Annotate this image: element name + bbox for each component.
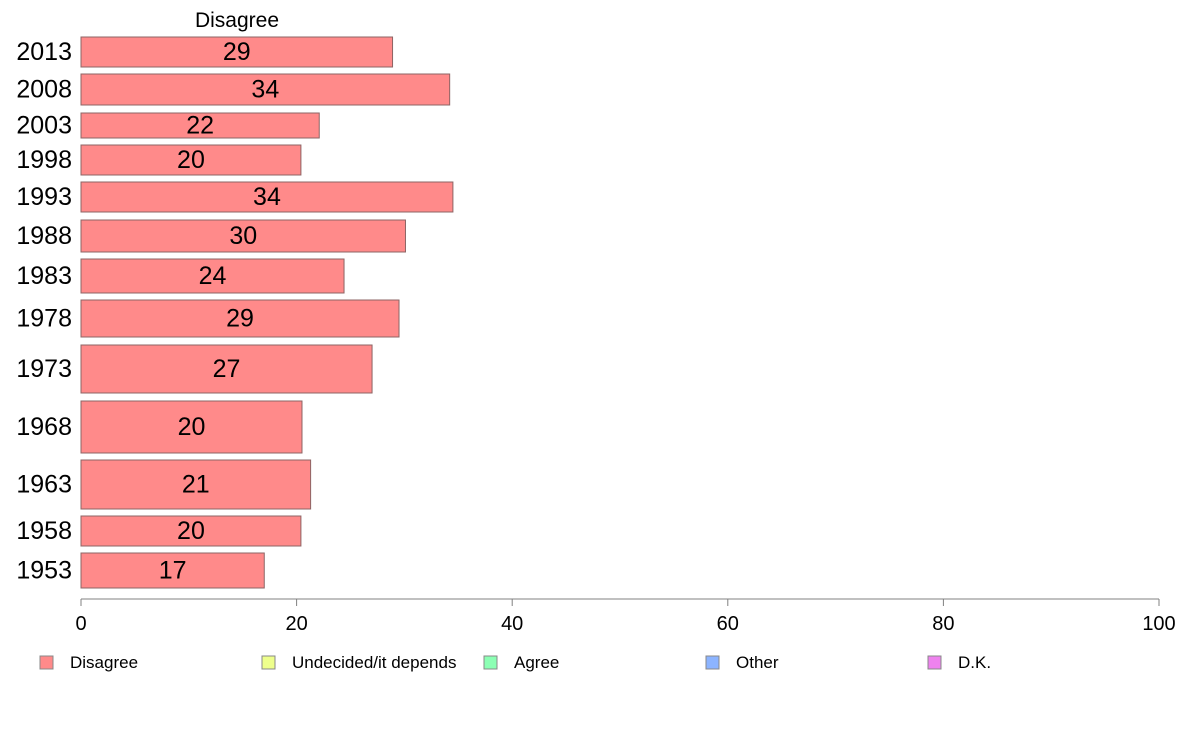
bar-1988 xyxy=(80,219,406,253)
x-tick-label-80: 80 xyxy=(932,613,954,635)
legend-swatch-2 xyxy=(483,655,498,670)
legend-label-2: Agree xyxy=(514,653,559,672)
legend-label-0: Disagree xyxy=(70,653,138,672)
bar-1978 xyxy=(80,299,400,338)
value-label-1958: 20 xyxy=(177,517,205,545)
value-label-1993: 34 xyxy=(253,183,281,211)
x-tick-label-40: 40 xyxy=(501,613,523,635)
category-label-2013: 2013 xyxy=(16,38,72,66)
value-label-1978: 29 xyxy=(226,305,254,333)
value-label-1998: 20 xyxy=(177,146,205,174)
x-tick-label-60: 60 xyxy=(717,613,739,635)
value-label-1988: 30 xyxy=(229,222,257,250)
category-label-1988: 1988 xyxy=(16,222,72,250)
category-label-1968: 1968 xyxy=(16,413,72,441)
bar-1983 xyxy=(80,258,345,294)
legend-swatch-0 xyxy=(39,655,54,670)
category-label-1963: 1963 xyxy=(16,471,72,499)
category-label-1978: 1978 xyxy=(16,305,72,333)
bar-2008 xyxy=(80,73,451,106)
bar-1968 xyxy=(80,400,303,454)
value-label-1973: 27 xyxy=(213,355,241,383)
bars-group: 2013 29 2008 34 2003 22 1998 20 1993 34 1988 30 1983… xyxy=(16,36,454,589)
bar-1958 xyxy=(80,515,302,547)
category-label-2003: 2003 xyxy=(16,112,72,140)
x-tick-label-0: 0 xyxy=(75,613,86,635)
legend: Disagree Undecided/it depends Agree Other D.… xyxy=(39,653,991,672)
bar-1993 xyxy=(80,181,454,213)
x-axis: 0 20 40 60 80 100 xyxy=(75,598,1176,635)
x-tick-label-100: 100 xyxy=(1142,613,1175,635)
bar-1998 xyxy=(80,144,302,176)
value-label-1953: 17 xyxy=(159,557,187,585)
column-title: Disagree xyxy=(195,9,279,32)
x-tick-label-20: 20 xyxy=(285,613,307,635)
value-label-2003: 22 xyxy=(186,112,214,140)
bar-1953 xyxy=(80,552,265,589)
legend-label-3: Other xyxy=(736,653,779,672)
category-label-1993: 1993 xyxy=(16,183,72,211)
bar-2003 xyxy=(80,112,320,139)
value-label-1963: 21 xyxy=(182,471,210,499)
legend-swatch-3 xyxy=(705,655,720,670)
category-label-1958: 1958 xyxy=(16,517,72,545)
bar-2013 xyxy=(80,36,394,68)
category-label-1973: 1973 xyxy=(16,355,72,383)
category-label-1983: 1983 xyxy=(16,262,72,290)
value-label-1968: 20 xyxy=(178,413,206,441)
value-label-2008: 34 xyxy=(251,76,279,104)
value-label-1983: 24 xyxy=(199,262,227,290)
bar-1963 xyxy=(80,459,312,510)
legend-swatch-4 xyxy=(927,655,942,670)
legend-swatch-1 xyxy=(261,655,276,670)
legend-label-1: Undecided/it depends xyxy=(292,653,456,672)
bar-1973 xyxy=(80,344,373,394)
category-label-2008: 2008 xyxy=(16,76,72,104)
value-label-2013: 29 xyxy=(223,38,251,66)
legend-label-4: D.K. xyxy=(958,653,991,672)
category-label-1998: 1998 xyxy=(16,146,72,174)
category-label-1953: 1953 xyxy=(16,557,72,585)
